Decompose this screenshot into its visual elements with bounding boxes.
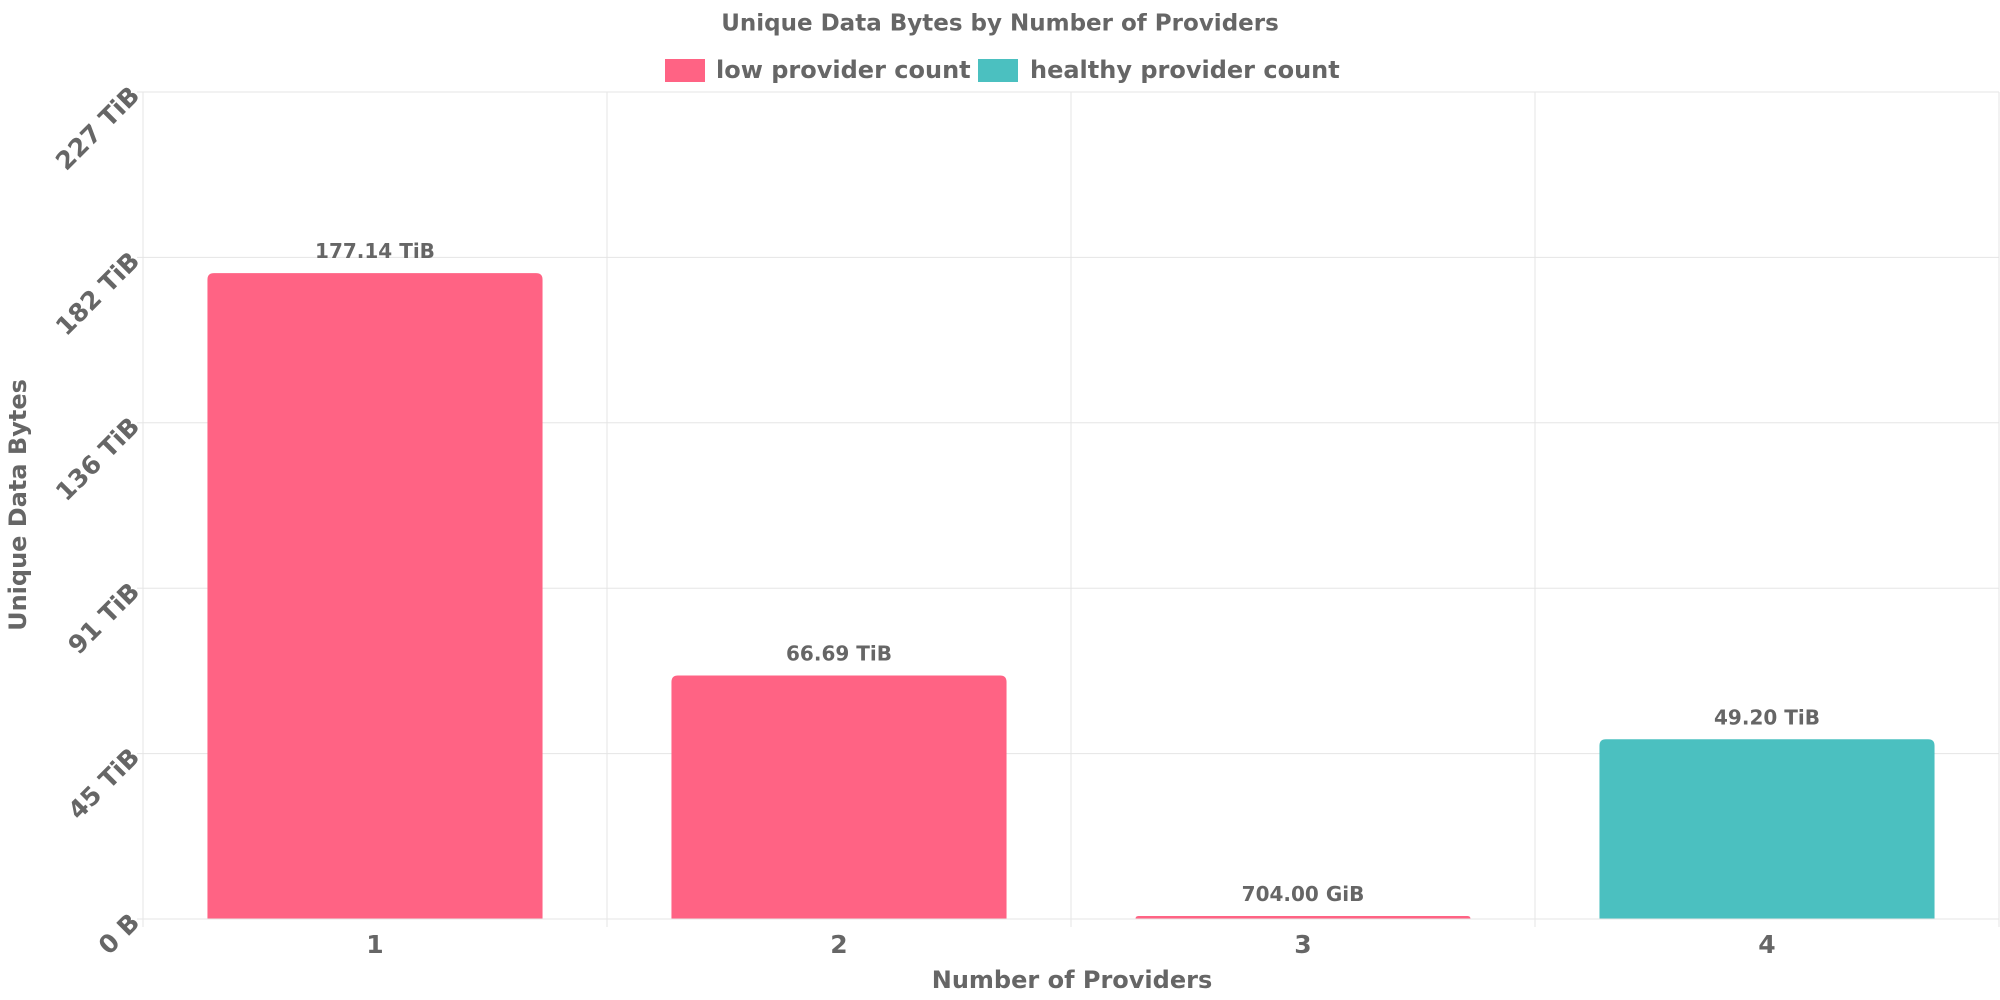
legend-label: low provider count [716,56,971,84]
legend-swatch [978,59,1018,82]
bar [671,675,1007,920]
x-tick-label: 2 [830,930,847,959]
value-label: 704.00 GiB [1242,882,1365,906]
legend-swatch [665,59,705,82]
x-tick-label: 1 [366,930,383,959]
y-tick-label: 182 TiB [50,246,145,341]
bar [207,273,543,920]
x-axis-label: Number of Providers [932,966,1212,994]
chart-title: Unique Data Bytes by Number of Providers [721,11,1279,37]
value-label: 49.20 TiB [1714,705,1820,729]
bar [1599,739,1935,920]
y-tick-label: 0 B [93,908,145,960]
x-tick-label: 3 [1294,930,1311,959]
bar [1135,915,1471,920]
y-tick-label: 227 TiB [50,81,145,176]
y-tick-label: 91 TiB [62,577,145,660]
y-tick-label: 136 TiB [50,411,145,506]
value-label: 66.69 TiB [786,642,892,666]
y-tick-label: 45 TiB [62,742,145,825]
y-axis-label: Unique Data Bytes [4,379,32,631]
x-tick-label: 4 [1758,930,1775,959]
value-label: 177.14 TiB [315,239,435,263]
legend-label: healthy provider count [1030,56,1340,84]
